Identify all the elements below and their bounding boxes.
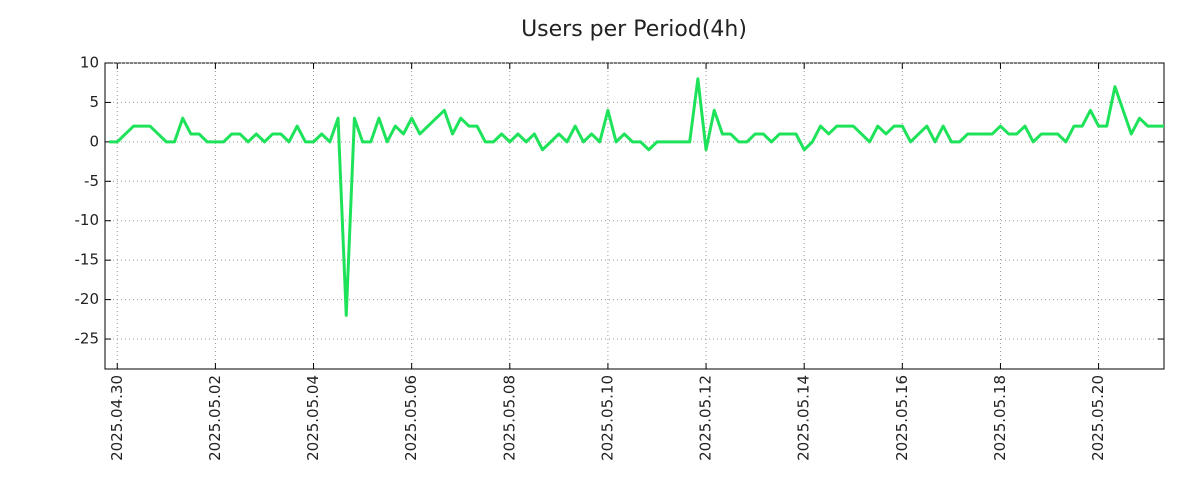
x-tick-label: 2025.05.20	[1089, 375, 1107, 461]
x-tick-label: 2025.05.18	[991, 375, 1009, 461]
x-tick-label: 2025.05.10	[598, 375, 616, 461]
y-tick-label: -5	[84, 172, 99, 190]
y-tick-label: -25	[75, 330, 100, 348]
x-tick-label: 2025.05.14	[795, 375, 813, 461]
data-line	[109, 77, 1164, 317]
plot-frame	[104, 62, 1165, 370]
x-tick-label: 2025.05.06	[402, 375, 420, 461]
x-tick-label: 2025.05.02	[206, 375, 224, 461]
y-tick-label: -10	[75, 211, 100, 229]
x-tick-label: 2025.05.04	[304, 375, 322, 461]
y-tick-label: 10	[80, 54, 99, 72]
x-tick-label: 2025.05.12	[697, 375, 715, 461]
y-tick-label: -20	[75, 290, 100, 308]
x-tick-label: 2025.05.16	[893, 375, 911, 461]
y-tick-label: 0	[89, 132, 99, 150]
x-tick-label: 2025.04.30	[108, 375, 126, 461]
y-tick-label: -15	[75, 251, 100, 269]
chart-title: Users per Period(4h)	[521, 17, 747, 42]
y-tick-label: 5	[89, 93, 99, 111]
x-tick-label: 2025.05.08	[500, 375, 518, 461]
